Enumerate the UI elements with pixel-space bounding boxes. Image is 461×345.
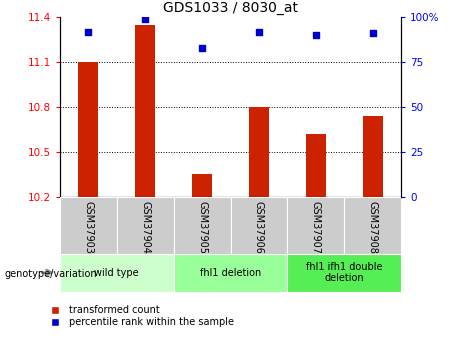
Point	[312, 32, 319, 38]
Bar	[249, 107, 269, 197]
Text: GSM37903: GSM37903	[83, 201, 94, 254]
Text: GSM37904: GSM37904	[140, 201, 150, 254]
Bar	[60, 197, 117, 254]
Bar	[117, 197, 174, 254]
Point	[85, 29, 92, 34]
Bar	[135, 25, 155, 197]
Bar	[174, 254, 287, 292]
Point	[142, 16, 149, 22]
Bar	[287, 254, 401, 292]
Text: GSM37907: GSM37907	[311, 201, 321, 254]
Title: GDS1033 / 8030_at: GDS1033 / 8030_at	[163, 1, 298, 15]
Bar	[287, 197, 344, 254]
Text: GSM37908: GSM37908	[367, 201, 378, 254]
Text: genotype/variation: genotype/variation	[5, 269, 97, 279]
Text: fhl1 ifh1 double
deletion: fhl1 ifh1 double deletion	[306, 262, 383, 283]
Bar	[230, 197, 287, 254]
Legend: transformed count, percentile rank within the sample: transformed count, percentile rank withi…	[42, 302, 238, 331]
Bar	[363, 116, 383, 197]
Point	[255, 29, 263, 34]
Point	[369, 31, 376, 36]
Bar	[306, 134, 326, 197]
Text: GSM37906: GSM37906	[254, 201, 264, 254]
Bar	[174, 197, 230, 254]
Text: wild type: wild type	[95, 268, 139, 277]
Bar	[344, 197, 401, 254]
Text: GSM37905: GSM37905	[197, 201, 207, 254]
Bar	[60, 254, 174, 292]
Point	[198, 45, 206, 50]
Bar	[78, 62, 98, 197]
Bar	[192, 174, 212, 197]
Text: fhl1 deletion: fhl1 deletion	[200, 268, 261, 277]
